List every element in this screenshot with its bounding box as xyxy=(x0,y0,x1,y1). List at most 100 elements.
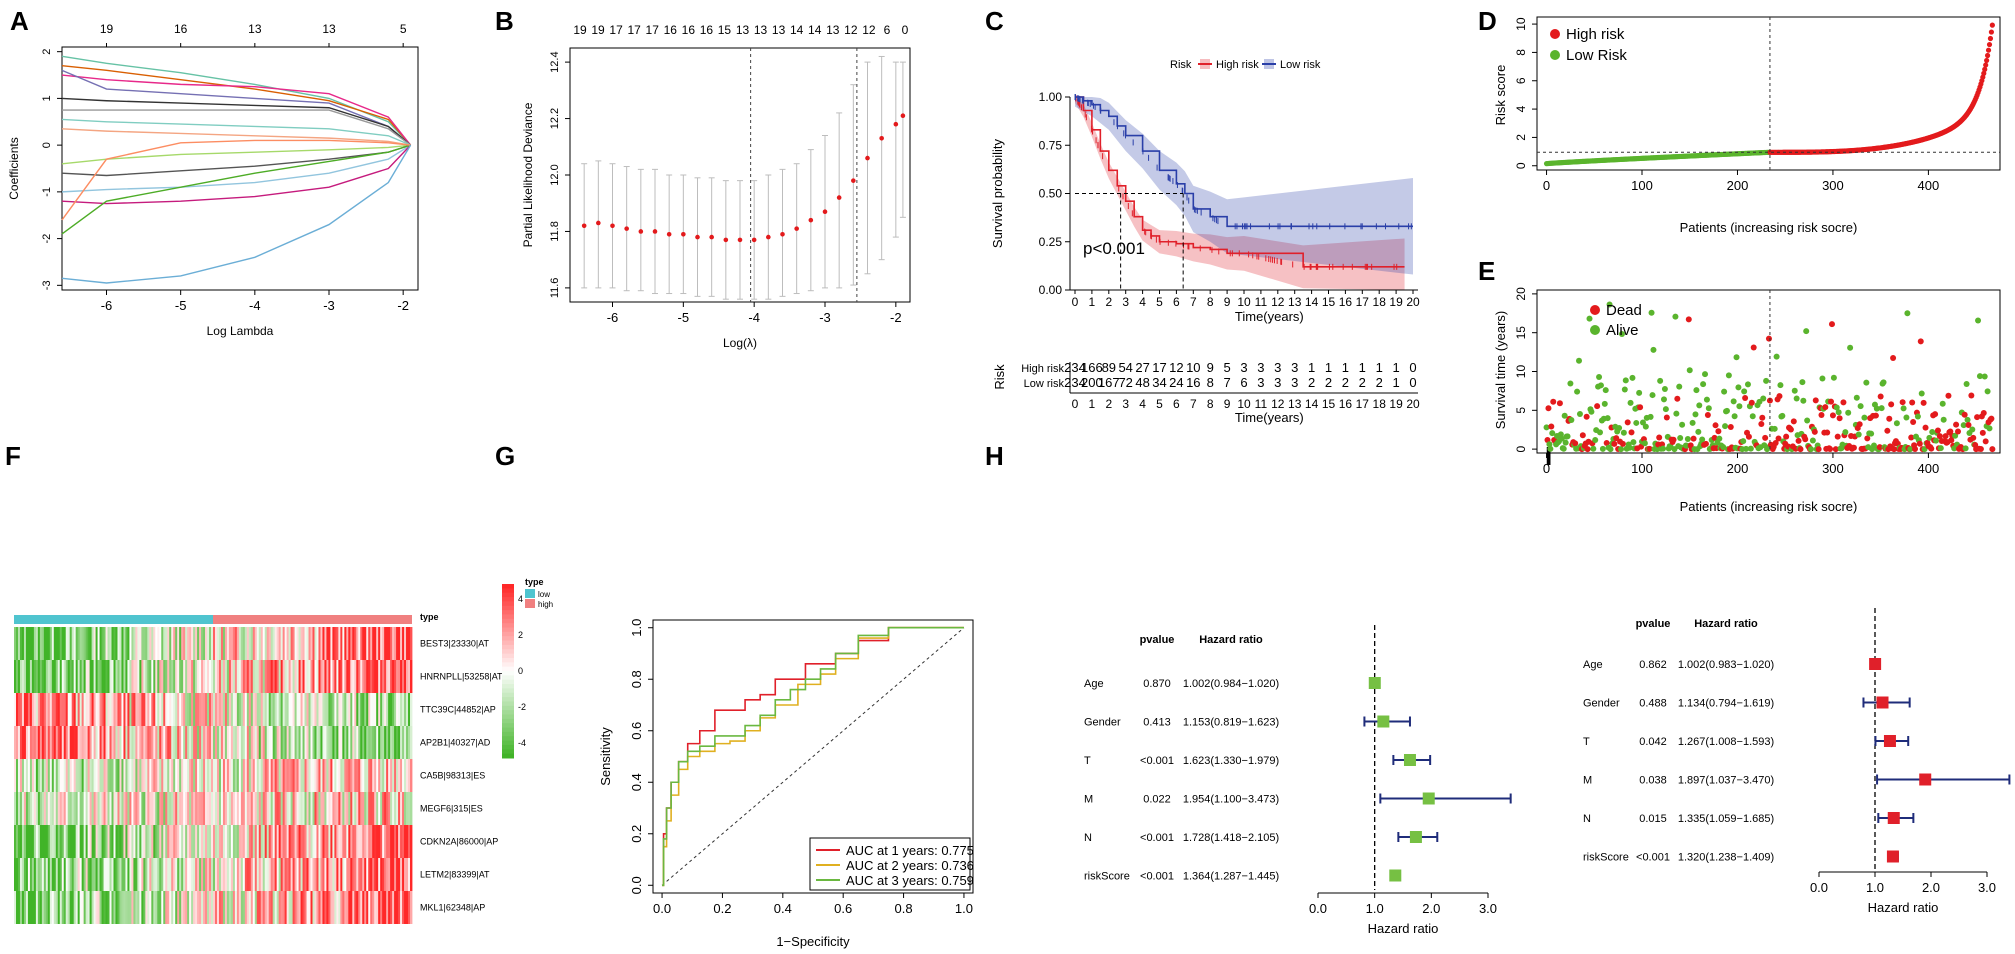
heatmap-cell xyxy=(378,858,381,891)
heatmap-cell xyxy=(129,792,132,825)
risk-table-value: 0 xyxy=(1409,375,1416,390)
heatmap-cell xyxy=(318,858,321,891)
heatmap-cell xyxy=(238,792,242,825)
heatmap-cell xyxy=(278,858,282,891)
panel-label-f: F xyxy=(5,441,21,471)
heatmap-cell xyxy=(75,891,79,924)
heatmap-cell xyxy=(71,726,75,759)
heatmap-cell xyxy=(312,726,315,759)
heatmap-cell xyxy=(203,825,206,858)
survival-point xyxy=(1662,406,1669,413)
heatmap-cell xyxy=(145,726,148,759)
heatmap-cell xyxy=(314,858,317,891)
heatmap-cell xyxy=(119,693,122,726)
hr-marker xyxy=(1377,715,1390,728)
survival-point xyxy=(1964,416,1971,423)
colorbar-segment xyxy=(502,657,514,663)
heatmap-cell xyxy=(404,825,407,858)
heatmap-cell xyxy=(248,759,252,792)
survival-point xyxy=(1793,395,1800,402)
survival-point xyxy=(1649,392,1656,399)
heatmap-cell xyxy=(252,792,256,825)
heatmap-cell xyxy=(75,627,79,660)
heatmap-cell xyxy=(304,726,307,759)
heatmap-cell xyxy=(216,759,220,792)
survival-point xyxy=(1730,398,1737,405)
heatmap-cell xyxy=(406,693,409,726)
survival-point xyxy=(1656,434,1663,441)
heatmap-cell xyxy=(203,759,206,792)
heatmap-cell xyxy=(65,660,69,693)
heatmap-cell xyxy=(151,627,154,660)
heatmap-cell xyxy=(266,627,270,660)
heatmap-cell xyxy=(320,858,323,891)
heatmap-cell xyxy=(296,693,299,726)
heatmap-cell xyxy=(324,693,327,726)
heatmap-cell xyxy=(280,627,284,660)
heatmap-cell xyxy=(266,693,270,726)
survival-point xyxy=(1932,411,1939,418)
heatmap-cell xyxy=(17,825,21,858)
survival-point xyxy=(1832,446,1839,453)
heatmap-cell xyxy=(230,759,234,792)
heatmap-cell xyxy=(396,858,399,891)
survival-point xyxy=(1909,399,1916,406)
top-tick-label: 14 xyxy=(790,23,804,37)
deviance-point xyxy=(766,234,771,240)
heatmap-cell xyxy=(195,891,198,924)
heatmap-cell xyxy=(360,858,363,891)
heatmap-cell xyxy=(21,627,25,660)
heatmap-cell xyxy=(374,792,377,825)
heatmap-cell xyxy=(220,792,224,825)
heatmap-cell xyxy=(163,660,166,693)
risk-table-value: 34 xyxy=(1152,375,1166,390)
heatmap-cell xyxy=(364,858,367,891)
heatmap-cell xyxy=(127,825,130,858)
heatmap-cell xyxy=(103,858,106,891)
legend-label: High risk xyxy=(1566,26,1625,43)
top-tick-label: 19 xyxy=(573,23,587,37)
annotation-bar-high xyxy=(213,615,412,624)
heatmap-cell xyxy=(300,693,303,726)
heatmap-cell xyxy=(274,726,278,759)
heatmap-cell xyxy=(410,825,413,858)
survival-point xyxy=(1731,413,1738,420)
heatmap-cell xyxy=(292,660,295,693)
heatmap-cell xyxy=(216,825,220,858)
heatmap-cell xyxy=(318,726,321,759)
heatmap-cell xyxy=(63,627,67,660)
heatmap-cell xyxy=(209,858,212,891)
heatmap-cell xyxy=(372,792,375,825)
heatmap-cell xyxy=(201,726,204,759)
heatmap-cell xyxy=(165,825,168,858)
heatmap-cell xyxy=(187,693,190,726)
x-axis-label: Hazard ratio xyxy=(1868,900,1939,915)
heatmap-cell xyxy=(228,726,232,759)
heatmap-cell xyxy=(394,792,397,825)
risk-x-tick-label: 16 xyxy=(1339,397,1353,411)
heatmap-cell xyxy=(121,693,124,726)
heatmap-cell xyxy=(189,858,192,891)
heatmap-cell xyxy=(167,627,170,660)
heatmap-cell xyxy=(372,759,375,792)
heatmap-cell xyxy=(95,660,98,693)
survival-point xyxy=(1811,428,1818,435)
heatmap-cell xyxy=(248,891,252,924)
survival-point xyxy=(1861,414,1868,421)
heatmap-cell xyxy=(270,759,274,792)
heatmap-cell xyxy=(33,792,37,825)
heatmap-cell xyxy=(312,693,315,726)
coef-path-v13 xyxy=(61,144,411,235)
x-tick-label: 0.0 xyxy=(653,901,671,916)
survival-point xyxy=(1630,439,1637,446)
heatmap-cell xyxy=(213,726,216,759)
survival-point xyxy=(1970,434,1977,441)
survival-point xyxy=(1819,375,1826,382)
heatmap-cell xyxy=(73,693,77,726)
risk-table-value: 167 xyxy=(1098,375,1120,390)
heatmap-cell xyxy=(115,759,118,792)
y-tick-label: 11.6 xyxy=(549,278,561,299)
legend-label: AUC at 1 years: 0.775 xyxy=(846,843,974,858)
heatmap-cell xyxy=(25,627,29,660)
heatmap-cell xyxy=(230,792,234,825)
